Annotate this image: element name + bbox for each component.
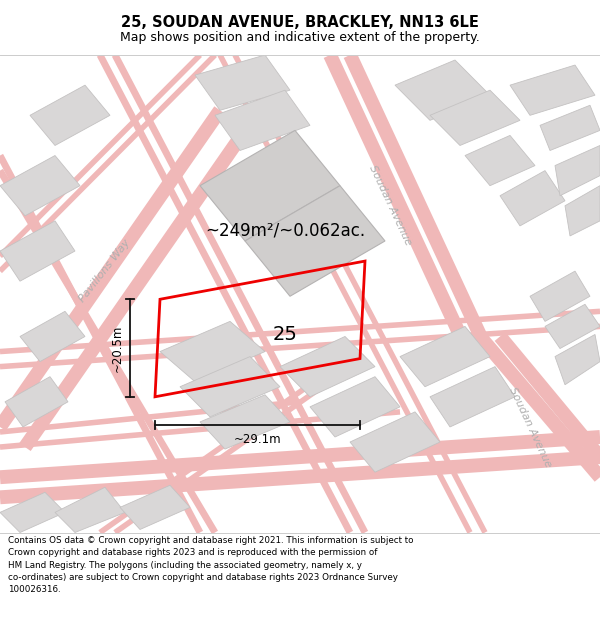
Polygon shape — [400, 326, 490, 387]
Polygon shape — [540, 105, 600, 151]
Polygon shape — [55, 488, 125, 532]
Text: ~29.1m: ~29.1m — [233, 433, 281, 446]
Polygon shape — [180, 357, 280, 417]
Polygon shape — [430, 367, 515, 427]
Polygon shape — [200, 131, 340, 241]
Polygon shape — [195, 55, 290, 110]
Polygon shape — [215, 90, 310, 151]
Text: Pavillons Way: Pavillons Way — [77, 238, 133, 304]
Polygon shape — [350, 412, 440, 472]
Polygon shape — [160, 321, 265, 382]
Polygon shape — [530, 271, 590, 321]
Polygon shape — [500, 171, 565, 226]
Polygon shape — [120, 485, 190, 529]
Polygon shape — [565, 186, 600, 236]
Polygon shape — [465, 136, 535, 186]
Polygon shape — [430, 90, 520, 146]
Polygon shape — [510, 65, 595, 116]
Polygon shape — [555, 334, 600, 385]
Text: 25, SOUDAN AVENUE, BRACKLEY, NN13 6LE: 25, SOUDAN AVENUE, BRACKLEY, NN13 6LE — [121, 15, 479, 30]
Text: ~20.5m: ~20.5m — [111, 324, 124, 372]
Polygon shape — [280, 336, 375, 397]
Text: Contains OS data © Crown copyright and database right 2021. This information is : Contains OS data © Crown copyright and d… — [8, 536, 413, 594]
Polygon shape — [20, 311, 85, 362]
Polygon shape — [0, 156, 80, 216]
Text: Map shows position and indicative extent of the property.: Map shows position and indicative extent… — [120, 31, 480, 44]
Polygon shape — [0, 221, 75, 281]
Text: 25: 25 — [272, 325, 298, 344]
Text: Soudan Avenue: Soudan Avenue — [367, 164, 413, 248]
Polygon shape — [555, 146, 600, 196]
Polygon shape — [0, 492, 65, 532]
Polygon shape — [30, 85, 110, 146]
Text: ~249m²/~0.062ac.: ~249m²/~0.062ac. — [205, 222, 365, 240]
Polygon shape — [395, 60, 490, 121]
Polygon shape — [310, 377, 400, 437]
Polygon shape — [545, 304, 600, 349]
Polygon shape — [5, 377, 68, 427]
Text: Soudan Avenue: Soudan Avenue — [507, 385, 553, 469]
Polygon shape — [200, 395, 290, 449]
Polygon shape — [245, 186, 385, 296]
